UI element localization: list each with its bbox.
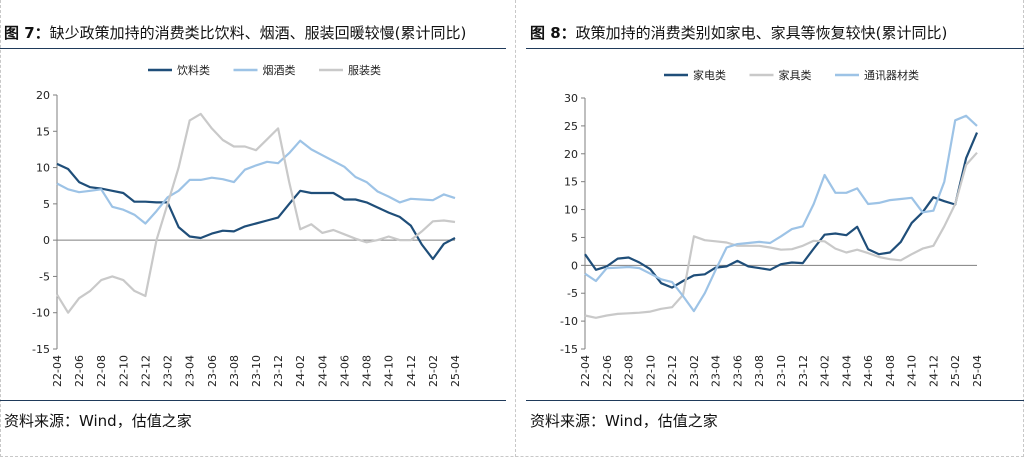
y-tick-label: 10: [36, 162, 50, 175]
source-rule: [526, 400, 1024, 401]
x-tick-label: 23-10: [775, 355, 788, 387]
x-tick-label: 22-10: [644, 355, 657, 387]
legend-label: 家电类: [693, 68, 726, 82]
legend-label: 烟酒类: [263, 63, 296, 77]
x-tick-label: 24-10: [383, 355, 396, 387]
x-tick-label: 22-06: [73, 355, 86, 387]
figure-title-text: 政策加持的消费类别如家电、家具等恢复较快(累计同比): [575, 24, 948, 42]
x-tick-label: 24-04: [316, 355, 329, 387]
x-tick-label: 22-12: [139, 355, 152, 387]
x-tick-label: 22-10: [117, 355, 130, 387]
x-tick-label: 25-02: [949, 355, 962, 387]
x-tick-label: 24-12: [405, 355, 418, 387]
x-tick-label: 23-04: [710, 355, 723, 387]
figure-label: 图 7：: [4, 24, 50, 42]
y-tick-label: 25: [564, 120, 578, 133]
y-tick-label: 0: [43, 234, 50, 247]
series-line: [584, 151, 978, 319]
x-tick-label: 24-02: [819, 355, 832, 387]
series-line: [56, 139, 456, 225]
legend-label: 家具类: [779, 68, 812, 82]
x-tick-label: 23-06: [731, 355, 744, 387]
series-line: [56, 162, 456, 261]
x-tick-label: 23-04: [184, 355, 197, 387]
source-rule: [0, 400, 506, 401]
x-tick-label: 22-12: [666, 355, 679, 387]
x-tick-label: 23-08: [753, 355, 766, 387]
x-tick-label: 22-08: [95, 355, 108, 387]
x-tick-label: 22-06: [601, 355, 614, 387]
x-tick-label: 24-12: [927, 355, 940, 387]
legend-label: 通讯器材类: [864, 68, 919, 82]
figure-7-panel: 图 7：缺少政策加持的消费类比饮料、烟酒、服装回暖较慢(累计同比) -15 -10…: [0, 0, 506, 457]
y-tick-label: 20: [564, 148, 578, 161]
title-rule: [0, 48, 506, 49]
y-tick-label: 5: [43, 198, 50, 211]
figure-title-text: 缺少政策加持的消费类比饮料、烟酒、服装回暖较慢(累计同比): [49, 24, 467, 42]
x-tick-label: 23-02: [688, 355, 701, 387]
title-rule: [526, 48, 1024, 49]
y-tick-label: 15: [36, 125, 50, 138]
chart-figure-7: -15 -10 -5 0 5 10 15 20 22-04 22-06 22-08 22-10 22-1…: [32, 63, 462, 387]
y-tick-label: 20: [36, 89, 50, 102]
y-tick-label: 5: [571, 231, 578, 244]
x-tick-label: 23-12: [797, 355, 810, 387]
x-tick-label: 22-08: [623, 355, 636, 387]
series-line: [584, 132, 979, 289]
x-tick-label: 23-12: [272, 355, 285, 387]
x-tick-label: 24-04: [840, 355, 853, 387]
x-tick-label: 24-06: [338, 355, 351, 387]
source-note: 资料来源：Wind，估值之家: [530, 412, 718, 430]
figure-8-panel: 图 8：政策加持的消费类别如家电、家具等恢复较快(累计同比) -15 -10 -5 0…: [526, 0, 1024, 457]
x-tick-label: 23-10: [250, 355, 263, 387]
y-tick-label: -5: [567, 287, 578, 300]
y-tick-label: -15: [560, 343, 578, 356]
series-line: [584, 114, 978, 313]
legend-label: 服装类: [348, 63, 381, 77]
y-tick-label: 10: [564, 204, 578, 217]
x-tick-label: 22-04: [579, 355, 592, 387]
x-tick-label: 25-02: [427, 355, 440, 387]
y-tick-label: -10: [560, 315, 578, 328]
figure-title: 图 8：政策加持的消费类别如家电、家具等恢复较快(累计同比): [530, 22, 947, 43]
x-tick-label: 23-06: [206, 355, 219, 387]
x-tick-label: 24-02: [294, 355, 307, 387]
x-tick-label: 24-08: [884, 355, 897, 387]
x-tick-label: 25-04: [971, 355, 984, 387]
chart-figure-8: -15 -10 -5 0 5 10 15 20 25 30 22-04 22-06 22-08 22-10…: [560, 68, 984, 387]
x-tick-label: 24-10: [906, 355, 919, 387]
figure-label: 图 8：: [530, 24, 576, 42]
source-note: 资料来源：Wind，估值之家: [4, 412, 192, 430]
x-tick-label: 24-06: [862, 355, 875, 387]
y-tick-label: -10: [32, 307, 50, 320]
y-tick-label: -15: [32, 343, 50, 356]
x-tick-label: 22-04: [51, 355, 64, 387]
series-line: [56, 112, 456, 314]
x-tick-label: 25-04: [449, 355, 462, 387]
frame-center-divider: [515, 0, 516, 457]
y-tick-label: -5: [39, 270, 50, 283]
figure-title: 图 7：缺少政策加持的消费类比饮料、烟酒、服装回暖较慢(累计同比): [4, 22, 466, 43]
x-tick-label: 24-08: [361, 355, 374, 387]
frame-left-border: [0, 0, 1, 457]
x-tick-label: 23-08: [228, 355, 241, 387]
y-tick-label: 15: [564, 176, 578, 189]
y-tick-label: 30: [564, 92, 578, 105]
y-tick-label: 0: [571, 259, 578, 272]
legend-label: 饮料类: [177, 63, 210, 77]
x-tick-label: 23-02: [162, 355, 175, 387]
